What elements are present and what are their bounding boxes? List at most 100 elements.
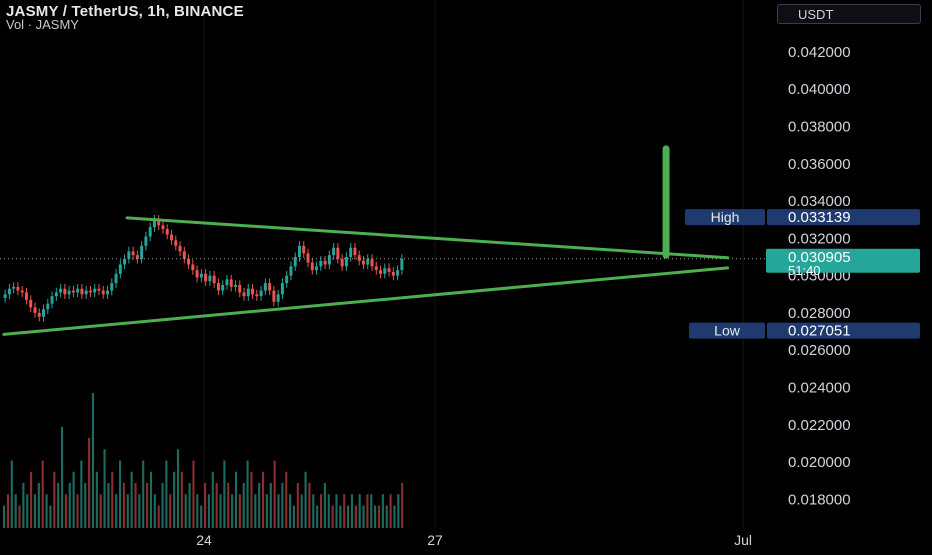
candle-body xyxy=(140,245,144,259)
volume-bar xyxy=(103,449,106,528)
candle-body xyxy=(208,275,212,282)
volume-bar xyxy=(45,494,48,528)
candle-body xyxy=(195,270,199,278)
candle-body xyxy=(178,245,182,252)
volume-bar xyxy=(362,505,365,528)
volume-bar xyxy=(192,460,195,528)
candle-body xyxy=(152,219,156,228)
volume-bar xyxy=(14,494,17,528)
volume-bar xyxy=(138,494,141,528)
volume-bar xyxy=(250,471,253,528)
candle-body xyxy=(16,286,20,291)
volume-bar xyxy=(401,483,404,528)
volume-bar xyxy=(385,505,388,528)
volume-bar xyxy=(122,483,125,528)
candle-body xyxy=(263,283,267,291)
candle-body xyxy=(302,245,306,254)
candle-body xyxy=(12,286,16,289)
volume-bar xyxy=(347,505,350,528)
volume-bar xyxy=(180,471,183,528)
candle-body xyxy=(127,251,131,259)
volume-bar xyxy=(30,471,33,528)
candle-body xyxy=(84,290,88,295)
volume-bar xyxy=(142,460,145,528)
high-value: 0.033139 xyxy=(788,209,851,226)
volume-bar xyxy=(64,494,67,528)
volume-bar xyxy=(354,505,357,528)
volume-bar xyxy=(84,483,87,528)
x-axis-tick-label: 24 xyxy=(196,532,212,548)
volume-bar xyxy=(188,483,191,528)
volume-bar xyxy=(219,494,222,528)
y-axis-tick-label: 0.036000 xyxy=(788,156,851,173)
volume-bar xyxy=(68,483,71,528)
volume-bar xyxy=(331,505,334,528)
candle-body xyxy=(80,288,84,295)
volume-bar xyxy=(53,471,56,528)
last-price-badge xyxy=(766,248,920,273)
candle-body xyxy=(135,255,139,259)
volume-bar xyxy=(169,494,172,528)
candle-body xyxy=(396,270,400,276)
volume-bar xyxy=(300,494,303,528)
candle-body xyxy=(255,294,259,297)
candle-body xyxy=(97,288,101,291)
volume-bar xyxy=(238,494,241,528)
volume-bar xyxy=(254,494,257,528)
volume-bar xyxy=(261,471,265,528)
candle-body xyxy=(357,255,361,261)
y-axis-tick-label: 0.038000 xyxy=(788,118,851,135)
candle-body xyxy=(340,258,344,267)
volume-bar xyxy=(80,460,83,528)
candle-body xyxy=(170,234,173,241)
volume-indicator-label: Vol · JASMY xyxy=(6,17,79,32)
volume-bar xyxy=(204,483,207,528)
candle-body xyxy=(344,257,348,267)
volume-bar xyxy=(95,471,98,528)
candle-body xyxy=(88,290,92,293)
volume-bar xyxy=(18,505,21,528)
candle-body xyxy=(123,258,127,265)
candle-body xyxy=(379,270,383,274)
volume-bar xyxy=(327,494,330,528)
volume-bar xyxy=(49,505,52,528)
volume-bar xyxy=(200,505,203,528)
candle-body xyxy=(67,290,71,295)
volume-bar xyxy=(258,483,261,528)
candle-body xyxy=(63,288,67,295)
candle-body xyxy=(54,292,58,297)
candle-body xyxy=(225,279,229,285)
candle-body xyxy=(353,247,357,256)
candle-body xyxy=(293,257,297,267)
candle-body xyxy=(229,279,233,287)
candle-body xyxy=(3,294,7,299)
candle-body xyxy=(289,266,293,276)
volume-bar xyxy=(304,471,307,528)
volume-bar xyxy=(389,494,392,528)
candle-body xyxy=(259,290,263,297)
y-axis-tick-label: 0.022000 xyxy=(788,417,851,434)
volume-bar xyxy=(76,494,79,528)
volume-bar xyxy=(234,471,238,528)
low-label-box xyxy=(689,322,765,339)
candle-body xyxy=(323,260,327,265)
y-axis-tick-label: 0.018000 xyxy=(788,491,851,508)
volume-bar xyxy=(149,471,153,528)
volume-bar xyxy=(41,460,44,528)
volume-bar xyxy=(370,494,373,528)
volume-bar xyxy=(277,494,280,528)
candle-body xyxy=(319,260,323,267)
currency-selector[interactable]: USDT xyxy=(777,4,921,24)
volume-bar xyxy=(146,483,149,528)
volume-bar xyxy=(153,494,156,528)
candle-body xyxy=(29,299,33,308)
volume-bar xyxy=(296,483,299,528)
candle-body xyxy=(157,219,161,226)
chart-title: JASMY / TetherUS, 1h, BINANCE xyxy=(6,3,244,20)
candle-body xyxy=(212,275,216,284)
volume-bar xyxy=(3,505,6,528)
candle-body xyxy=(71,290,75,293)
volume-bar xyxy=(285,471,288,528)
